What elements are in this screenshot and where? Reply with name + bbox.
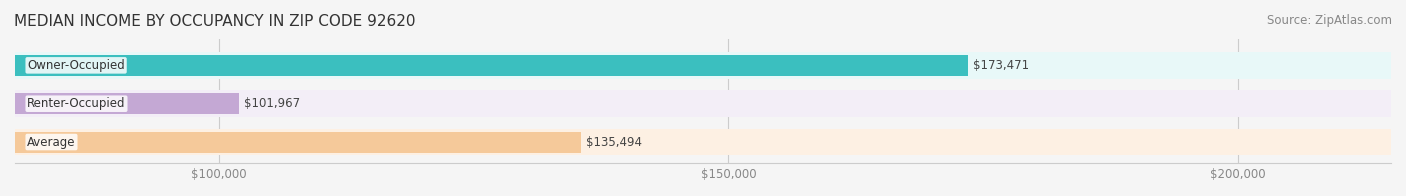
Bar: [15, 52, 1391, 79]
Text: $135,494: $135,494: [586, 136, 641, 149]
Bar: [15, 55, 967, 76]
Text: Source: ZipAtlas.com: Source: ZipAtlas.com: [1267, 14, 1392, 27]
Text: Owner-Occupied: Owner-Occupied: [27, 59, 125, 72]
Bar: [15, 93, 239, 114]
Bar: [15, 90, 1391, 117]
Text: $173,471: $173,471: [973, 59, 1029, 72]
Text: Average: Average: [27, 136, 76, 149]
Bar: [15, 129, 1391, 155]
Text: MEDIAN INCOME BY OCCUPANCY IN ZIP CODE 92620: MEDIAN INCOME BY OCCUPANCY IN ZIP CODE 9…: [14, 14, 416, 29]
Text: $101,967: $101,967: [245, 97, 299, 110]
Bar: [15, 132, 581, 153]
Text: Renter-Occupied: Renter-Occupied: [27, 97, 125, 110]
